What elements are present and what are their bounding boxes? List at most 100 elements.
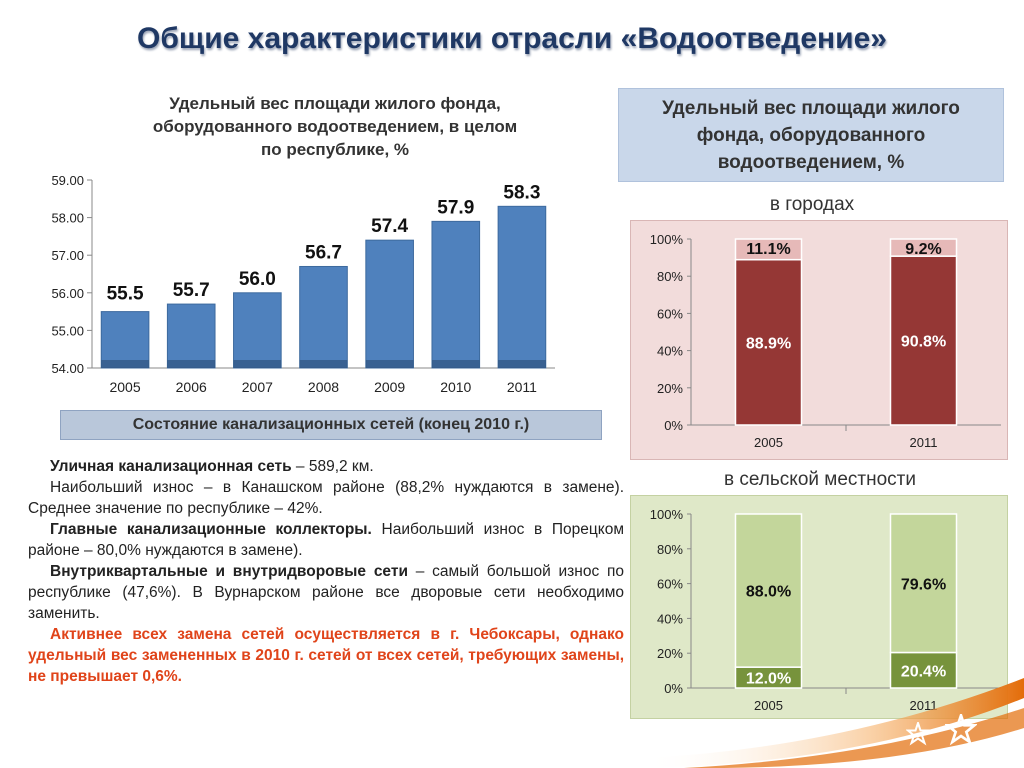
paragraph: Внутриквартальные и внутридворовые сети … bbox=[28, 561, 624, 624]
bar bbox=[233, 292, 282, 369]
decorative-swoosh bbox=[644, 678, 1024, 768]
star-icon bbox=[945, 714, 977, 746]
segment-value-label: 88.0% bbox=[746, 584, 791, 601]
stacked-segment bbox=[734, 513, 803, 668]
network-description: Уличная канализационная сеть – 589,2 км.… bbox=[28, 456, 624, 687]
y-tick-label: 57.00 bbox=[51, 248, 84, 263]
paragraph: Активнее всех замена сетей осуществляетс… bbox=[28, 624, 624, 687]
paragraph: Главные канализационные коллекторы. Наиб… bbox=[28, 519, 624, 561]
star-icon bbox=[906, 722, 930, 746]
y-tick-label: 40% bbox=[657, 344, 683, 359]
y-tick-label: 80% bbox=[657, 269, 683, 284]
paragraph-text: – 589,2 км. bbox=[291, 458, 374, 475]
right-header-box: Удельный вес площади жилого фонда, обору… bbox=[618, 88, 1004, 182]
paragraph-bold: Уличная канализационная сеть bbox=[50, 458, 292, 475]
segment-value-label: 20.4% bbox=[901, 663, 946, 680]
x-tick-label: 2011 bbox=[910, 435, 938, 450]
network-status-banner: Состояние канализационных сетей (конец 2… bbox=[60, 410, 602, 440]
bar-base-shadow bbox=[431, 360, 480, 368]
cities-chart-panel: 0% 20% 40% 60% 80% 100% 88.9% 11.1% 2005 90.8% 9.2… bbox=[630, 220, 1008, 460]
stacked-segment bbox=[889, 238, 958, 257]
stacked-segment bbox=[889, 255, 958, 426]
bar-value-label: 57.9 bbox=[437, 197, 474, 218]
x-tick-label: 2005 bbox=[109, 379, 140, 395]
bar bbox=[166, 303, 216, 369]
bar bbox=[365, 239, 414, 369]
y-tick-label: 59.00 bbox=[51, 173, 84, 188]
paragraph-bold: Внутриквартальные и внутридворовые сети bbox=[50, 563, 408, 580]
segment-value-label: 88.9% bbox=[746, 335, 791, 352]
x-tick-label: 2005 bbox=[754, 698, 783, 713]
bar bbox=[431, 220, 481, 369]
bar-value-label: 55.5 bbox=[107, 284, 144, 305]
segment-value-label: 11.1% bbox=[746, 241, 790, 258]
bar bbox=[299, 265, 348, 369]
x-tick-label: 2007 bbox=[242, 379, 273, 395]
cities-label: в городах bbox=[769, 194, 855, 215]
rural-label: в сельской местности bbox=[724, 469, 916, 490]
bar bbox=[497, 205, 547, 369]
y-tick-label: 55.00 bbox=[51, 323, 84, 338]
bar-value-label: 55.7 bbox=[173, 280, 210, 301]
x-tick-label: 2011 bbox=[507, 379, 537, 395]
y-tick-label: 20% bbox=[657, 646, 683, 661]
segment-value-label: 90.8% bbox=[901, 334, 946, 351]
bar-chart-total: 54.00 55.00 56.00 57.00 58.00 59.00 55.5 2005 55… bbox=[51, 173, 555, 395]
x-tick-label: 2009 bbox=[374, 379, 405, 395]
paragraph-text: Наибольший износ в Порецком районе – 80,… bbox=[28, 521, 624, 559]
y-tick-label: 54.00 bbox=[51, 361, 84, 376]
bar-base-shadow bbox=[498, 360, 546, 368]
paragraph-bold: Главные канализационные коллекторы. bbox=[50, 521, 372, 538]
paragraph-highlight: Активнее всех замена сетей осуществляетс… bbox=[28, 626, 624, 685]
y-tick-label: 40% bbox=[657, 611, 683, 626]
bar-value-label: 56.0 bbox=[239, 269, 276, 290]
y-tick-label: 80% bbox=[657, 542, 683, 557]
segment-value-label: 79.6% bbox=[901, 576, 946, 593]
x-tick-label: 2005 bbox=[754, 435, 783, 450]
left-chart-title-line: оборудованного водоотведением, в целом bbox=[152, 117, 518, 136]
y-tick-label: 100% bbox=[650, 232, 684, 247]
left-chart-title-line: по республике, % bbox=[260, 140, 410, 159]
segment-value-label: 9.2% bbox=[905, 241, 941, 258]
paragraph: Наибольший износ – в Канашском районе (8… bbox=[28, 477, 624, 519]
right-header-line: Удельный вес площади жилого bbox=[662, 98, 960, 119]
star-icon bbox=[986, 736, 1016, 766]
bar-base-shadow bbox=[365, 360, 414, 368]
paragraph-text: – самый большой износ по республике (47,… bbox=[28, 563, 624, 622]
bar-base-shadow bbox=[299, 360, 348, 368]
y-tick-label: 0% bbox=[664, 418, 683, 433]
page-title: Общие характеристики отрасли «Водоотведе… bbox=[137, 22, 887, 55]
y-tick-label: 58.00 bbox=[51, 211, 84, 226]
x-tick-label: 2011 bbox=[910, 698, 938, 713]
bar-value-label: 56.7 bbox=[305, 242, 342, 263]
x-tick-label: 2008 bbox=[308, 379, 339, 395]
y-tick-label: 60% bbox=[657, 577, 683, 592]
y-tick-label: 0% bbox=[664, 681, 683, 696]
right-header-line: фонда, оборудованного bbox=[696, 125, 926, 146]
stacked-chart-rural: 0% 20% 40% 60% 80% 100% 12.0% 88.0% 2005 20.4% 79.… bbox=[650, 507, 1001, 713]
paragraph: Уличная канализационная сеть – 589,2 км. bbox=[28, 456, 624, 477]
segment-value-label: 12.0% bbox=[746, 671, 791, 688]
x-tick-label: 2006 bbox=[176, 379, 207, 395]
stacked-segment bbox=[889, 513, 958, 654]
right-header-line: водоотведением, % bbox=[717, 152, 905, 173]
bar-base-shadow bbox=[101, 360, 149, 368]
bar bbox=[100, 311, 150, 369]
left-chart-title: Удельный вес площади жилого фонда, обору… bbox=[100, 92, 570, 161]
x-tick-label: 2010 bbox=[440, 379, 471, 395]
bar-value-label: 57.4 bbox=[371, 216, 408, 237]
bar-value-label: 58.3 bbox=[503, 182, 540, 203]
y-tick-label: 20% bbox=[657, 381, 683, 396]
stacked-segment bbox=[734, 238, 803, 261]
rural-chart-panel: 0% 20% 40% 60% 80% 100% 12.0% 88.0% 2005 20.4% 79.… bbox=[630, 495, 1008, 719]
stacked-chart-cities: 0% 20% 40% 60% 80% 100% 88.9% 11.1% 2005 90.8% 9.2… bbox=[650, 232, 1001, 450]
paragraph-text: Наибольший износ – в Канашском районе (8… bbox=[28, 479, 624, 517]
bar-base-shadow bbox=[167, 360, 216, 368]
y-tick-label: 100% bbox=[650, 507, 684, 522]
left-chart-title-line: Удельный вес площади жилого фонда, bbox=[169, 94, 501, 113]
y-tick-label: 60% bbox=[657, 306, 683, 321]
y-tick-label: 56.00 bbox=[51, 286, 84, 301]
stacked-segment bbox=[734, 258, 803, 426]
bar-base-shadow bbox=[233, 360, 282, 368]
network-status-banner-text: Состояние канализационных сетей (конец 2… bbox=[132, 416, 530, 433]
